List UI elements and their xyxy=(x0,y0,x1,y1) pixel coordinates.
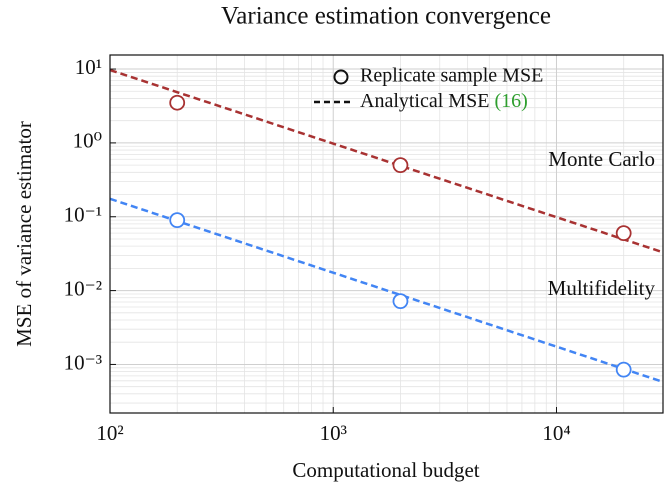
plot-frame xyxy=(109,54,664,414)
plot-area xyxy=(110,68,663,384)
analytical-line xyxy=(110,197,663,384)
x-tick-label: 10⁴ xyxy=(542,421,570,445)
y-tick-label: 10⁰ xyxy=(73,129,102,153)
data-point xyxy=(392,157,409,174)
y-tick-label: 10⁻³ xyxy=(64,350,102,374)
data-point xyxy=(169,94,186,111)
y-tick-label: 10⁻¹ xyxy=(64,203,102,227)
legend-label: Analytical MSE xyxy=(360,90,489,112)
data-point xyxy=(169,212,186,229)
legend-label: Replicate sample MSE xyxy=(360,65,543,87)
data-point xyxy=(392,293,409,310)
series-label: Multifidelity xyxy=(548,276,656,300)
chart-title: Variance estimation convergence xyxy=(221,3,551,30)
legend-ref: (16) xyxy=(494,90,527,112)
analytical-line xyxy=(110,68,663,254)
series-label: Monte Carlo xyxy=(548,147,655,171)
y-tick-label: 10⁻² xyxy=(64,276,102,300)
x-tick-label: 10³ xyxy=(320,421,347,445)
legend-label: Analytical MSE (16) xyxy=(360,90,528,112)
data-point xyxy=(615,225,632,242)
x-tick-label: 10² xyxy=(96,421,123,445)
y-tick-label: 10¹ xyxy=(75,55,102,79)
legend-marker xyxy=(333,69,349,85)
x-axis-label: Computational budget xyxy=(292,458,479,482)
grid xyxy=(109,55,663,413)
data-point xyxy=(615,361,632,378)
legend: Replicate sample MSE Analytical MSE (16) xyxy=(314,65,543,112)
y-axis-label: MSE of variance estimator xyxy=(12,121,36,347)
